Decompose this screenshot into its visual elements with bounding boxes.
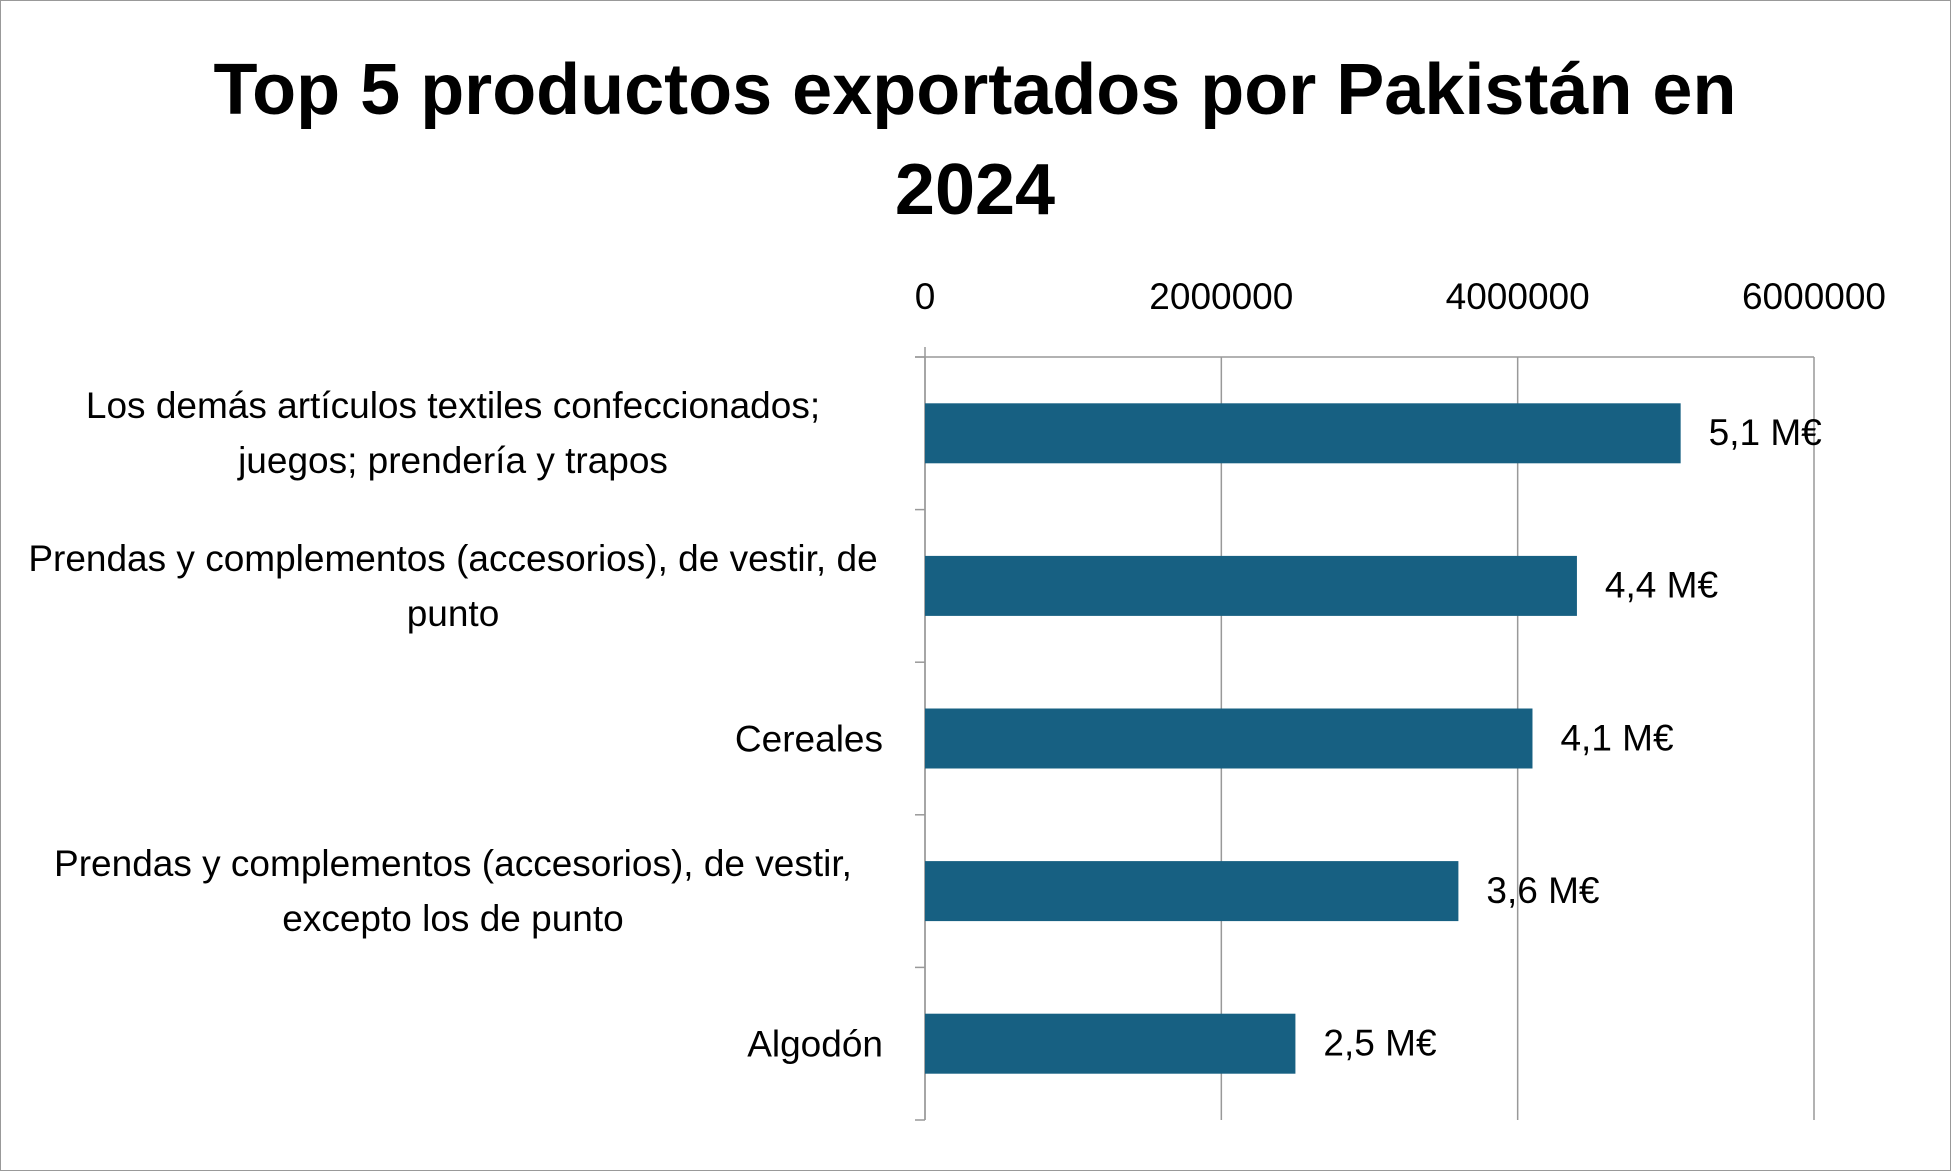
y-tick-label-box: Algodón <box>23 1016 883 1071</box>
bar <box>925 1013 1296 1074</box>
data-label: 4,4 M€ <box>1605 565 1719 606</box>
y-tick-label: Los demás artículos textiles confecciona… <box>85 385 821 482</box>
x-tick-label: 0 <box>915 276 936 317</box>
bar <box>925 555 1577 616</box>
bar <box>925 861 1459 922</box>
y-tick-label: Cereales <box>734 718 883 759</box>
bar <box>925 403 1681 464</box>
y-tick-label-box: Prendas y complementos (accesorios), de … <box>23 836 883 946</box>
data-label: 5,1 M€ <box>1709 412 1823 453</box>
data-label: 2,5 M€ <box>1323 1022 1437 1063</box>
y-tick-label: Algodón <box>747 1023 883 1065</box>
chart-title: Top 5 productos exportados por Pakistán … <box>213 50 1737 230</box>
x-tick-label: 2000000 <box>1149 276 1293 317</box>
x-tick-label: 6000000 <box>1742 276 1886 317</box>
data-label: 4,1 M€ <box>1560 717 1674 758</box>
x-tick-label: 4000000 <box>1446 276 1590 317</box>
bar <box>925 708 1533 769</box>
y-tick-label-box: Los demás artículos textiles confecciona… <box>23 378 883 488</box>
y-tick-label-box: Prendas y complementos (accesorios), de … <box>23 531 883 641</box>
y-tick-label: Prendas y complementos (accesorios), de … <box>54 843 852 940</box>
y-tick-label: Prendas y complementos (accesorios), de … <box>28 537 878 634</box>
data-label: 3,6 M€ <box>1486 870 1600 911</box>
y-tick-label-box: Cereales <box>23 711 883 766</box>
